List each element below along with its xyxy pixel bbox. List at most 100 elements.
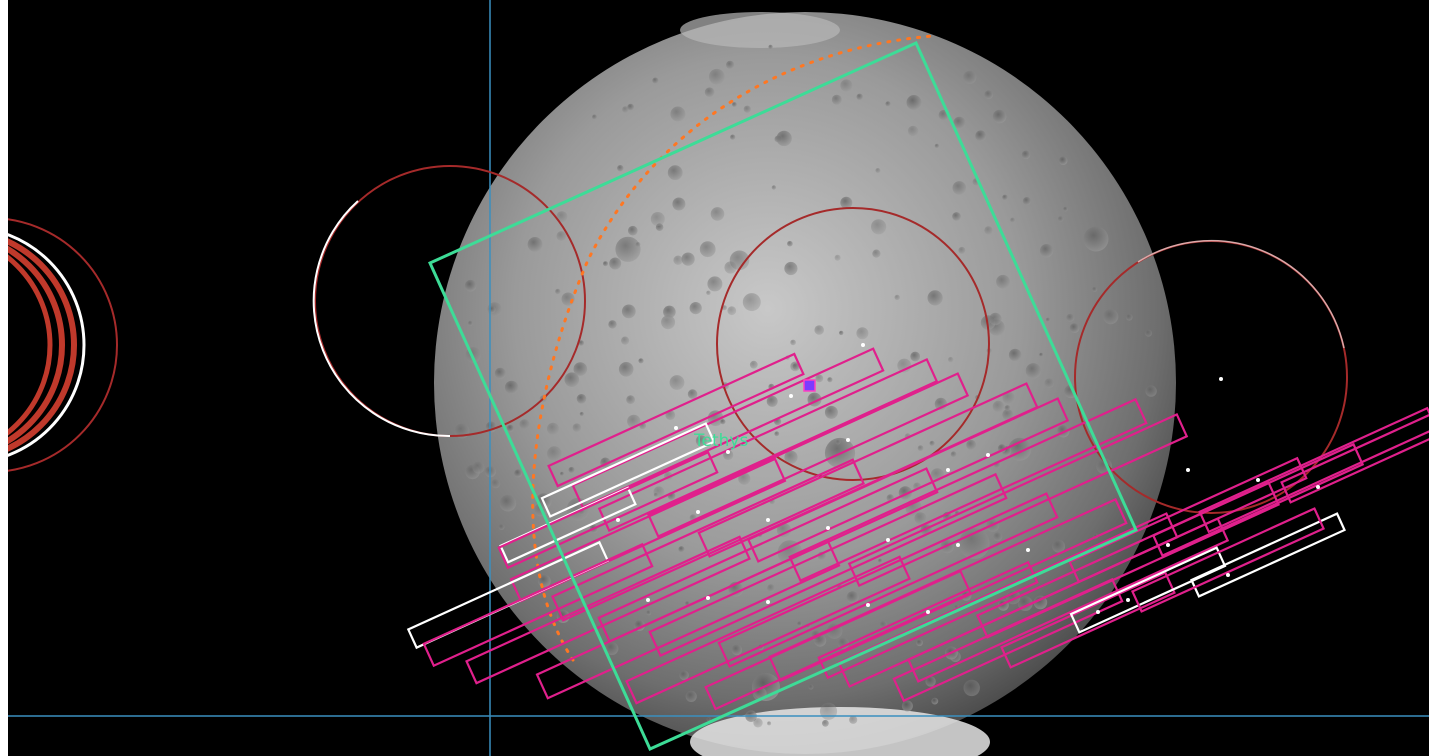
crater [681,252,695,266]
target-circle-center[interactable] [716,207,990,481]
crater [572,423,582,433]
footprint-28[interactable] [535,540,841,700]
crater [1045,317,1051,322]
crater [720,419,726,425]
crater [849,715,858,724]
crater [797,621,803,627]
footprint-3[interactable] [597,357,939,533]
footprint-29[interactable] [625,555,911,705]
crater [1069,323,1080,333]
crater [827,377,833,383]
footprint-23[interactable] [1198,406,1429,534]
crater [743,105,751,113]
sample-dot [1126,598,1130,602]
crater [678,546,685,553]
sample-dot [1186,468,1190,472]
crater [519,419,530,430]
observation-viewport[interactable]: Tethys [8,0,1429,756]
ring-arc-group-left [8,218,118,472]
crater [1103,309,1119,325]
target-marker[interactable] [803,379,816,392]
sample-dot [789,394,793,398]
crater [1022,197,1031,206]
crater [621,304,636,319]
crater [689,302,702,315]
crater [726,60,735,69]
crater [1039,352,1044,357]
ring-arc-1 [8,218,118,472]
footprint-33[interactable] [1000,571,1176,669]
crater [564,372,580,388]
crater [776,523,792,538]
crater [661,315,676,330]
crater [1125,313,1133,321]
sample-dot [986,453,990,457]
footprint-31[interactable] [817,560,1039,680]
footprint-15[interactable] [648,472,1008,658]
crater [1044,378,1055,389]
crater [1052,539,1066,553]
crater [573,362,588,376]
crater [707,276,723,292]
crater [1021,150,1031,160]
crater [506,424,514,432]
crater [1057,216,1064,222]
crater [556,211,568,223]
target-circles [312,165,1348,514]
footprint-24[interactable] [1280,406,1429,504]
crater [653,486,665,498]
crater [948,356,954,363]
footprint-8[interactable] [847,412,1189,588]
observation-scene[interactable]: Tethys [8,0,1429,756]
footprint-12[interactable] [509,457,787,603]
footprint-27[interactable] [465,535,751,685]
crater [777,540,803,565]
footprint-36[interactable] [1130,507,1326,613]
footprint-1[interactable] [547,352,805,488]
crater [638,358,644,364]
crater [679,670,689,681]
footprint-16[interactable] [717,492,1059,668]
polar-cap-north [680,12,840,48]
footprint-26[interactable] [422,542,654,668]
crater [615,236,641,262]
crater [776,130,792,147]
crater [824,405,838,419]
crater [984,226,993,235]
crater [1066,313,1075,322]
footprint-32[interactable] [892,577,1124,703]
crater [931,697,939,705]
sample-dot [1219,377,1223,381]
footprint-6[interactable] [746,397,1070,563]
crater [494,367,506,379]
footprint-22[interactable] [1151,442,1365,558]
crater [605,642,619,656]
crater [1145,385,1157,397]
crater [592,114,597,120]
footprint-2[interactable] [571,347,885,509]
crater [771,185,777,190]
footprint-11[interactable] [497,450,719,570]
crater [840,79,853,92]
crater [766,395,778,407]
crater [767,584,775,592]
crater [672,197,686,211]
crater [916,639,923,647]
footprint-30[interactable] [704,569,972,711]
crater [787,240,793,247]
target-label: Tethys [693,431,748,451]
crater [626,395,635,405]
footprint-34[interactable] [1069,546,1227,634]
crater [840,196,853,209]
crater [547,446,562,462]
fov-frame[interactable] [428,41,1138,751]
crater [472,461,485,474]
crater [749,360,758,369]
crater [646,610,652,616]
crater [667,165,683,181]
crater [952,181,967,195]
crater [650,212,665,226]
footprint-4[interactable] [646,372,970,538]
footprint-7[interactable] [788,397,1148,583]
footprint-9[interactable] [540,422,716,518]
